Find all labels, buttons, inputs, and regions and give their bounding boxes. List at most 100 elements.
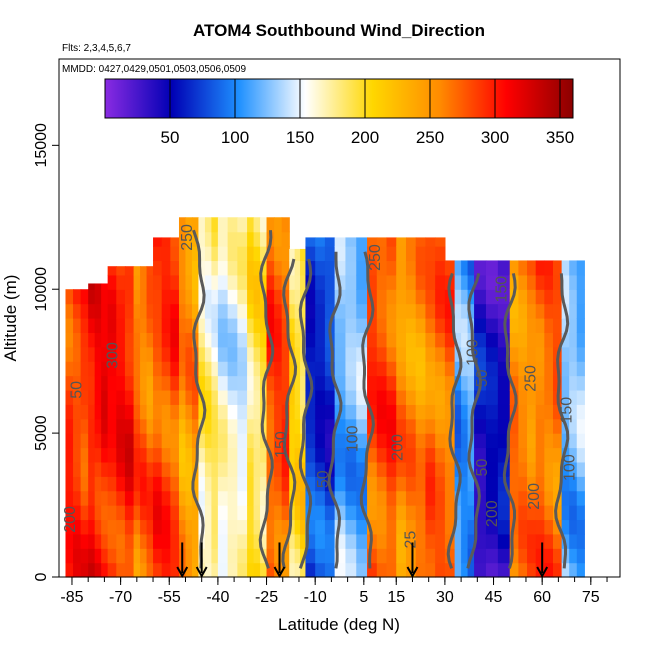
heatmap-cell [386, 237, 397, 247]
heatmap-cell [461, 433, 469, 449]
heatmap-cell [281, 318, 290, 333]
heatmap-cell [211, 260, 219, 276]
heatmap-cell [315, 447, 326, 463]
heatmap-cell [140, 375, 148, 391]
heatmap-cell [315, 274, 326, 290]
heatmap-cell [247, 533, 255, 549]
heatmap-cell [211, 447, 219, 463]
heatmap-cell [124, 519, 135, 535]
heatmap-cell [289, 533, 296, 549]
heatmap-cell [140, 274, 148, 290]
heatmap-cell [569, 476, 578, 492]
heatmap-cell [576, 332, 585, 348]
heatmap-cell [454, 533, 462, 549]
heatmap-cell [474, 289, 487, 305]
heatmap-cell [356, 476, 368, 492]
heatmap-cell [561, 389, 570, 405]
heatmap-cell [161, 260, 171, 276]
heatmap-cell [467, 447, 475, 463]
heatmap-cell [386, 375, 397, 391]
heatmap-cell [552, 433, 563, 449]
heatmap-cell [116, 274, 126, 290]
heatmap-cell [217, 246, 229, 262]
heatmap-cell [535, 389, 545, 405]
heatmap-cell [535, 346, 545, 362]
heatmap-cell [247, 375, 255, 391]
heatmap-cell [170, 274, 180, 290]
heatmap-cell [73, 461, 82, 477]
contour-label: 100 [562, 454, 579, 481]
heatmap-cell [260, 217, 268, 233]
heatmap-cell [425, 404, 436, 420]
heatmap-cell [561, 505, 570, 521]
heatmap-cell [415, 519, 427, 535]
heatmap-cell [253, 260, 261, 276]
heatmap-cell [73, 476, 82, 492]
heatmap-cell [461, 447, 469, 463]
heatmap-cell [101, 490, 109, 506]
heatmap-cell [544, 375, 554, 391]
heatmap-cell [535, 375, 545, 391]
heatmap-cell [324, 361, 336, 377]
heatmap-cell [161, 505, 171, 521]
heatmap-cell [415, 361, 427, 377]
heatmap-cell [386, 548, 397, 564]
heatmap-cell [461, 332, 469, 348]
heatmap-cell [116, 303, 126, 319]
heatmap-cell [497, 562, 511, 578]
heatmap-cell [140, 418, 148, 434]
heatmap-cell [211, 404, 219, 420]
heatmap-cell [497, 289, 511, 305]
heatmap-cell [518, 346, 528, 362]
heatmap-cell [561, 447, 570, 463]
heatmap-cell [247, 476, 255, 492]
heatmap-cell [161, 303, 171, 319]
heatmap-cell [289, 447, 296, 463]
heatmap-cell [561, 404, 570, 420]
heatmap-cell [211, 505, 219, 521]
heatmap-cell [509, 433, 519, 449]
heatmap-cell [345, 519, 357, 535]
heatmap-cell [247, 490, 255, 506]
heatmap-cell [569, 303, 578, 319]
heatmap-cell [300, 548, 307, 564]
heatmap-cell [227, 375, 238, 391]
heatmap-cell [356, 274, 368, 290]
heatmap-cell [485, 418, 499, 434]
heatmap-cell [305, 303, 316, 319]
heatmap-cell [425, 476, 436, 492]
heatmap-cell [367, 505, 378, 521]
heatmap-cell [405, 260, 417, 276]
heatmap-cell [73, 548, 82, 564]
heatmap-cell [281, 217, 290, 233]
heatmap-cell [253, 303, 261, 319]
heatmap-cell [345, 447, 357, 463]
heatmap-cell [124, 389, 135, 405]
heatmap-cell [405, 246, 417, 262]
heatmap-cell [576, 260, 585, 276]
heatmap-cell [217, 375, 229, 391]
heatmap-cell [561, 562, 570, 578]
heatmap-cell [266, 303, 275, 319]
heatmap-cell [467, 476, 475, 492]
heatmap-cell [146, 361, 154, 377]
heatmap-cell [345, 260, 357, 276]
heatmap-cell [178, 447, 187, 463]
heatmap-cell [253, 246, 261, 262]
heatmap-cell [116, 404, 126, 420]
heatmap-cell [518, 490, 528, 506]
heatmap-cell [300, 505, 307, 521]
heatmap-cell [497, 375, 511, 391]
heatmap-cell [253, 375, 261, 391]
heatmap-cell [146, 533, 154, 549]
heatmap-cell [576, 389, 585, 405]
heatmap-cell [227, 533, 238, 549]
heatmap-cell [294, 433, 301, 449]
heatmap-cell [178, 346, 187, 362]
y-tick-label: 5000 [33, 415, 50, 451]
heatmap-cell [396, 562, 407, 578]
contour-line [298, 258, 314, 569]
heatmap-cell [116, 505, 126, 521]
heatmap-cell [425, 505, 436, 521]
heatmap-cell [386, 418, 397, 434]
